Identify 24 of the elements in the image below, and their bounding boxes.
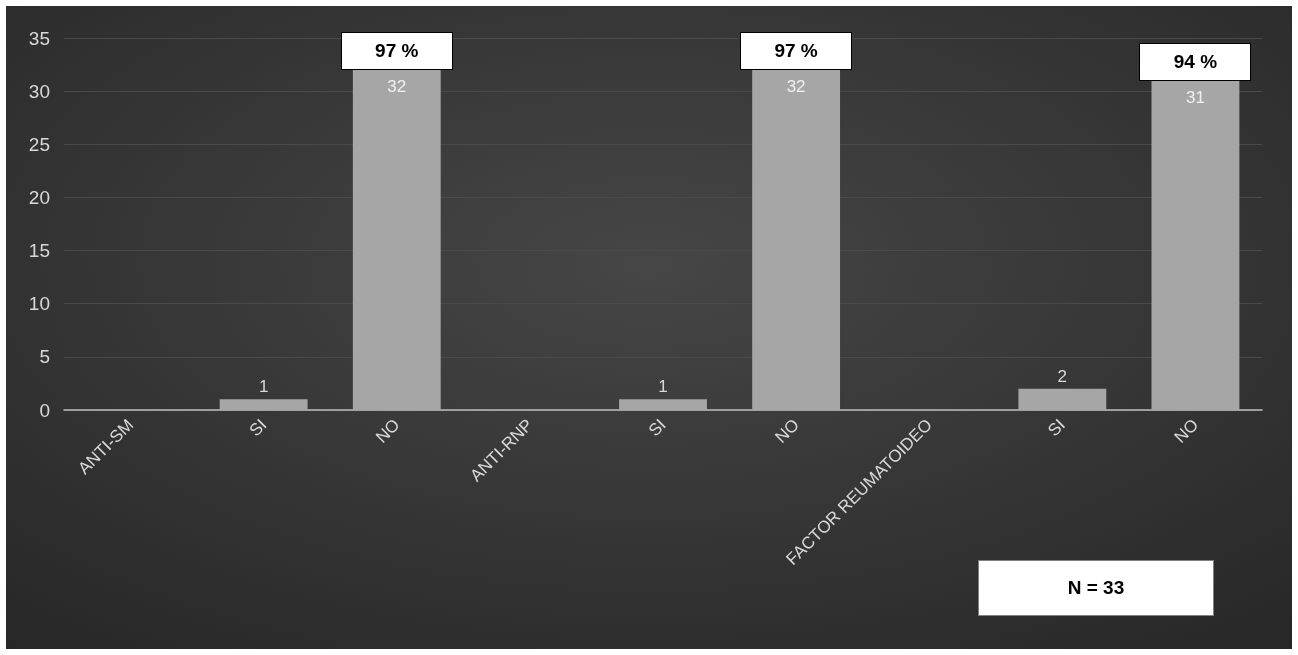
x-tick-label: NO bbox=[372, 415, 404, 447]
x-tick-label: SI bbox=[644, 415, 670, 441]
y-tick-label: 35 bbox=[28, 27, 50, 49]
y-tick-label: 10 bbox=[28, 293, 50, 315]
x-tick-label: NO bbox=[771, 415, 803, 447]
note-box: 97 % bbox=[340, 31, 453, 70]
x-tick-label: NO bbox=[1170, 415, 1203, 447]
note-box: 94 % bbox=[1139, 42, 1252, 81]
data-label: 32 bbox=[387, 76, 407, 96]
data-label: 32 bbox=[786, 76, 806, 96]
x-tick-label: SI bbox=[1044, 415, 1070, 441]
y-tick-label: 30 bbox=[28, 80, 50, 102]
y-tick-label: 15 bbox=[28, 240, 50, 262]
y-tick-label: 20 bbox=[28, 186, 50, 208]
data-label: 2 bbox=[1057, 366, 1068, 386]
note-box: N = 33 bbox=[978, 560, 1214, 616]
data-label: 31 bbox=[1185, 87, 1205, 107]
x-tick-label: SI bbox=[245, 415, 271, 441]
y-tick-label: 5 bbox=[39, 346, 50, 368]
note-box: 97 % bbox=[740, 31, 853, 70]
data-label: 1 bbox=[658, 377, 668, 397]
y-tick-label: 25 bbox=[28, 133, 50, 155]
y-tick-label: 0 bbox=[39, 399, 50, 421]
data-label: 1 bbox=[258, 377, 269, 397]
